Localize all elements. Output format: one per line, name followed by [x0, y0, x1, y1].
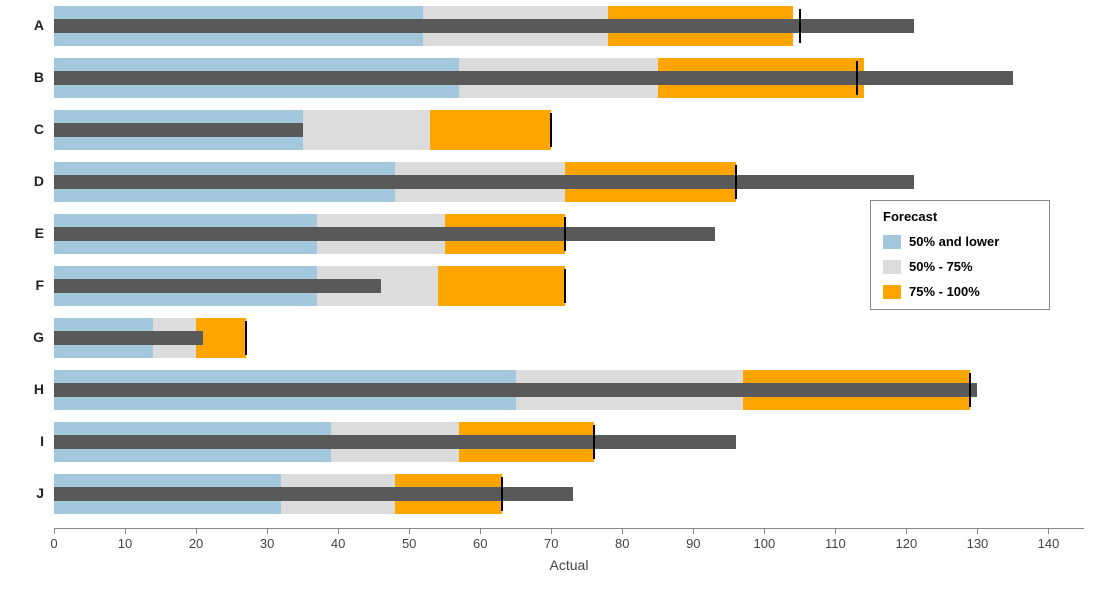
legend-title: Forecast: [883, 209, 1037, 224]
x-tick-mark: [338, 528, 339, 534]
x-tick-label: 30: [260, 536, 274, 551]
actual-bar: [54, 487, 573, 501]
x-tick-label: 50: [402, 536, 416, 551]
chart-row: [54, 474, 1084, 514]
target-marker: [856, 61, 858, 95]
x-tick-mark: [906, 528, 907, 534]
legend-item: 75% - 100%: [883, 284, 1037, 299]
x-tick-label: 70: [544, 536, 558, 551]
category-label: J: [0, 485, 44, 501]
range-high-segment: [438, 266, 566, 306]
actual-bar: [54, 175, 914, 189]
x-tick-mark: [54, 528, 55, 534]
x-tick-label: 40: [331, 536, 345, 551]
x-tick-label: 60: [473, 536, 487, 551]
legend-swatch: [883, 260, 901, 274]
actual-bar: [54, 279, 381, 293]
category-label: F: [0, 277, 44, 293]
range-high-segment: [196, 318, 246, 358]
actual-bar: [54, 71, 1013, 85]
chart-row: [54, 58, 1084, 98]
target-marker: [564, 269, 566, 303]
actual-bar: [54, 123, 303, 137]
category-label: I: [0, 433, 44, 449]
x-tick-label: 20: [189, 536, 203, 551]
bullet-chart: A B C D E F G H I J 0 10 20 30 40 50 60 70 80 90 100 110 120 13…: [0, 0, 1102, 591]
x-tick-label: 140: [1038, 536, 1060, 551]
actual-bar: [54, 435, 736, 449]
x-tick-label: 0: [50, 536, 57, 551]
x-tick-mark: [267, 528, 268, 534]
legend-label: 50% and lower: [909, 234, 999, 249]
chart-row: [54, 422, 1084, 462]
category-label: H: [0, 381, 44, 397]
x-axis-line: [54, 528, 1084, 529]
range-high-segment: [430, 110, 551, 150]
actual-bar: [54, 19, 914, 33]
x-tick-mark: [551, 528, 552, 534]
category-label: C: [0, 121, 44, 137]
target-marker: [969, 373, 971, 407]
legend: Forecast 50% and lower 50% - 75% 75% - 100%: [870, 200, 1050, 310]
x-tick-mark: [622, 528, 623, 534]
legend-item: 50% and lower: [883, 234, 1037, 249]
x-tick-mark: [480, 528, 481, 534]
category-label: D: [0, 173, 44, 189]
x-tick-mark: [693, 528, 694, 534]
x-tick-mark: [764, 528, 765, 534]
x-tick-label: 110: [825, 536, 846, 551]
chart-row: [54, 162, 1084, 202]
x-tick-label: 80: [615, 536, 629, 551]
target-marker: [799, 9, 801, 43]
x-tick-mark: [977, 528, 978, 534]
legend-item: 50% - 75%: [883, 259, 1037, 274]
x-tick-mark: [125, 528, 126, 534]
target-marker: [550, 113, 552, 147]
x-tick-label: 90: [686, 536, 700, 551]
target-marker: [593, 425, 595, 459]
chart-row: [54, 6, 1084, 46]
x-tick-mark: [409, 528, 410, 534]
target-marker: [245, 321, 247, 355]
x-tick-mark: [835, 528, 836, 534]
chart-row: [54, 110, 1084, 150]
legend-swatch: [883, 235, 901, 249]
x-tick-mark: [196, 528, 197, 534]
target-marker: [564, 217, 566, 251]
category-label: A: [0, 17, 44, 33]
chart-row: [54, 318, 1084, 358]
legend-swatch: [883, 285, 901, 299]
range-mid-segment: [303, 110, 431, 150]
category-label: B: [0, 69, 44, 85]
category-label: G: [0, 329, 44, 345]
x-tick-label: 10: [118, 536, 132, 551]
x-axis-title: Actual: [54, 557, 1084, 573]
chart-row: [54, 370, 1084, 410]
target-marker: [735, 165, 737, 199]
x-tick-label: 120: [896, 536, 918, 551]
actual-bar: [54, 227, 715, 241]
x-tick-label: 100: [753, 536, 775, 551]
legend-label: 75% - 100%: [909, 284, 980, 299]
x-tick-mark: [1048, 528, 1049, 534]
actual-bar: [54, 331, 203, 345]
actual-bar: [54, 383, 977, 397]
legend-label: 50% - 75%: [909, 259, 973, 274]
x-tick-label: 130: [967, 536, 989, 551]
target-marker: [501, 477, 503, 511]
category-label: E: [0, 225, 44, 241]
